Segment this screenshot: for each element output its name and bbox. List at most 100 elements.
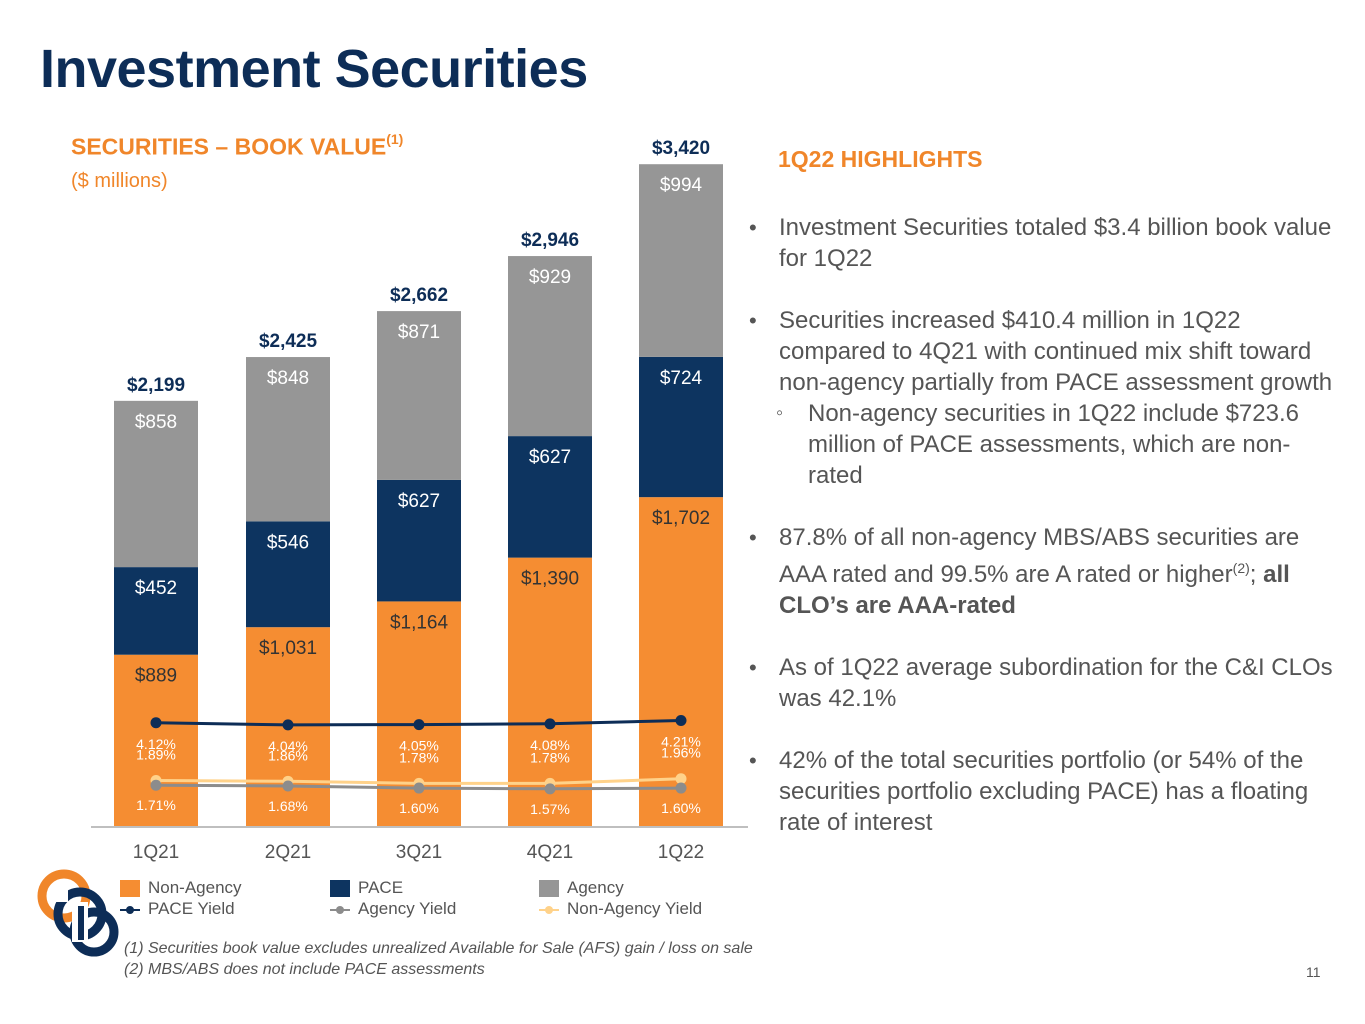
legend-item-pace-yield: PACE Yield (120, 899, 235, 919)
legend-swatch-pace (330, 879, 350, 897)
yield-value-label: 1.96% (661, 745, 701, 761)
x-tick-label: 2Q21 (265, 842, 311, 863)
bar-total-label: $2,199 (127, 375, 185, 396)
legend-label-agency: Agency (567, 878, 624, 897)
yield-value-label: 4.12% (136, 736, 176, 752)
yield-value-label: 1.68% (268, 798, 308, 814)
yield-point (282, 719, 294, 731)
yield-value-label: 1.60% (661, 800, 701, 816)
bar-segment-agency (639, 164, 723, 357)
bar-segment-pace (377, 479, 461, 602)
bar-segment-pace (639, 356, 723, 498)
chart-title-footnote-ref: (1) (386, 131, 404, 147)
footnote-1: (1) Securities book value excludes unrea… (124, 940, 753, 957)
bar-value-label: $1,390 (521, 569, 579, 590)
legend-item-non-agency: Non-Agency (120, 878, 242, 898)
yield-value-label: 1.71% (136, 797, 176, 813)
highlight-bullet: 87.8% of all non-agency MBS/ABS securiti… (740, 522, 1340, 621)
bar-value-label: $858 (135, 412, 177, 433)
footnote-2: (2) MBS/ABS does not include PACE assess… (124, 961, 485, 978)
yield-value-label: 1.78% (399, 749, 439, 765)
legend-label-pace-yield: PACE Yield (148, 899, 235, 918)
yield-point (413, 782, 425, 794)
page-title: Investment Securities (40, 39, 588, 99)
yield-point (413, 719, 425, 731)
bar-total-label: $2,946 (521, 230, 579, 251)
bar-value-label: $627 (398, 491, 440, 512)
highlights-list: Investment Securities totaled $3.4 billi… (740, 212, 1340, 869)
yield-point (675, 782, 687, 794)
bar-value-label: $994 (660, 175, 703, 196)
yield-value-label: 1.78% (530, 749, 570, 765)
bar-total-label: $2,662 (390, 285, 448, 306)
company-logo (37, 869, 119, 957)
bar-segment-agency (246, 357, 330, 522)
highlights-title: 1Q22 HIGHLIGHTS (778, 146, 983, 172)
legend-swatch-agency (539, 879, 559, 897)
bar-segment-pace (508, 436, 592, 558)
highlight-bullet-bold: all CLO’s are AAA-rated (779, 561, 1290, 619)
legend-label-non-agency-yield: Non-Agency Yield (567, 899, 703, 918)
bar-value-label: $452 (135, 578, 177, 599)
bar-segment-non-agency (639, 497, 723, 827)
footnotes: (1) Securities book value excludes unrea… (124, 938, 753, 980)
bar-value-label: $1,702 (652, 508, 710, 529)
yield-point (150, 717, 162, 729)
bar-value-label: $929 (529, 267, 571, 288)
yield-value-label: 4.05% (399, 738, 439, 754)
legend-swatch-non-agency (120, 879, 140, 897)
legend-label-agency-yield: Agency Yield (358, 899, 457, 918)
bar-segment-pace (246, 521, 330, 628)
highlight-bullet: As of 1Q22 average subordination for the… (740, 652, 1340, 714)
yield-point (675, 714, 687, 726)
bar-value-label: $627 (529, 447, 571, 468)
yield-point (544, 783, 556, 795)
bar-segment-pace (114, 567, 198, 655)
bar-total-label: $2,425 (259, 331, 318, 352)
chart-title-text: SECURITIES – BOOK VALUE (71, 133, 387, 160)
legend-swatch-pace-yield (120, 901, 140, 918)
bar-value-label: $1,164 (390, 612, 449, 633)
legend-swatch-non-agency-yield (539, 901, 559, 918)
yield-value-label: 4.21% (661, 733, 701, 749)
legend-item-agency-yield: Agency Yield (330, 899, 456, 919)
x-tick-label: 1Q21 (133, 842, 179, 863)
yield-value-label: 1.86% (268, 747, 308, 763)
highlight-bullet: 42% of the total securities portfolio (o… (740, 745, 1340, 838)
bar-value-label: $871 (398, 322, 440, 343)
bar-segment-agency (508, 256, 592, 437)
highlight-sub-bullet: Non-agency securities in 1Q22 include $7… (740, 398, 1340, 491)
yield-point (282, 780, 294, 792)
bar-segment-non-agency (114, 654, 198, 827)
x-tick-label: 1Q22 (658, 842, 704, 863)
legend-label-non-agency: Non-Agency (148, 878, 242, 897)
highlight-bullet: Investment Securities totaled $3.4 billi… (740, 212, 1340, 274)
chart-legend: Non-Agency PACE Agency PACE Yield Agency… (120, 878, 760, 922)
legend-item-pace: PACE (330, 878, 403, 898)
yield-value-label: 4.08% (530, 737, 570, 753)
yield-point (675, 773, 687, 785)
bar-segment-agency (114, 400, 198, 568)
bar-total-label: $3,420 (652, 138, 710, 159)
highlight-bullet-text: 87.8% of all non-agency MBS/ABS securiti… (779, 524, 1300, 588)
highlight-bullet: Securities increased $410.4 million in 1… (740, 305, 1340, 398)
yield-point (544, 718, 556, 730)
chart-title: SECURITIES – BOOK VALUE(1) (71, 131, 404, 161)
bar-value-label: $889 (135, 666, 177, 687)
legend-swatch-agency-yield (330, 901, 350, 918)
bar-value-label: $1,031 (259, 638, 317, 659)
bar-value-label: $848 (267, 368, 309, 389)
bar-segment-agency (377, 311, 461, 480)
highlight-bullet-sep: ; (1249, 561, 1264, 588)
bar-value-label: $546 (267, 532, 309, 553)
legend-item-non-agency-yield: Non-Agency Yield (539, 899, 702, 919)
yield-value-label: 1.57% (530, 801, 570, 817)
legend-label-pace: PACE (358, 878, 404, 897)
highlight-footnote-ref: (2) (1232, 560, 1250, 576)
yield-point (150, 779, 162, 791)
x-tick-label: 4Q21 (527, 842, 573, 863)
bar-value-label: $724 (660, 368, 703, 389)
x-tick-label: 3Q21 (396, 842, 442, 863)
page-number: 11 (1306, 964, 1321, 980)
stacked-bar-chart: $889 $452 $858 $2,199 1Q21 $1,031 $546 $848 $2,4… (91, 138, 748, 863)
